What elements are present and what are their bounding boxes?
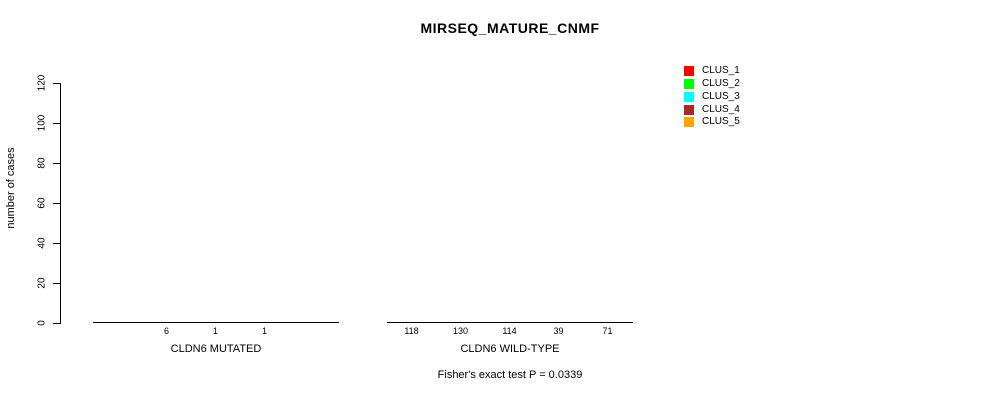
y-tick-mark [53,83,60,84]
y-tick-label: 120 [36,74,48,92]
bar-value-label: 1 [212,326,218,336]
legend-swatch-icon [684,66,694,77]
y-axis-label: number of cases [5,147,17,229]
y-tick-label: 20 [36,277,48,289]
group-baseline [387,322,633,323]
legend-label: CLUS_4 [702,103,740,115]
bar-value-label: 39 [553,326,564,336]
bar-value-label: 71 [602,326,613,336]
legend-label: CLUS_5 [702,116,740,128]
y-tick-label: 40 [36,237,48,249]
y-tick-mark [53,283,60,284]
y-tick-mark [53,243,60,244]
legend-label: CLUS_1 [702,65,740,77]
bar-value-label: 130 [452,326,469,336]
legend-label: CLUS_3 [702,90,740,102]
y-tick-mark [53,203,60,204]
y-tick-mark [53,323,60,324]
legend-item-clus_5: CLUS_5 [684,116,740,129]
y-tick-mark [53,123,60,124]
legend-item-clus_4: CLUS_4 [684,103,740,116]
y-tick-label: 80 [36,157,48,169]
group-label-cldn6-wild-type: CLDN6 WILD-TYPE [460,343,560,355]
group-baseline [93,322,339,323]
legend-swatch-icon [684,79,694,90]
bar-value-label: 114 [502,326,517,336]
legend-swatch-icon [684,104,694,115]
legend-item-clus_1: CLUS_1 [684,65,740,78]
legend-item-clus_3: CLUS_3 [684,91,740,104]
y-tick-mark [53,163,60,164]
chart-title: MIRSEQ_MATURE_CNMF [420,20,600,36]
legend-swatch-icon [684,91,694,102]
y-tick-label: 0 [36,320,48,326]
bar-value-label: 6 [163,326,169,336]
legend: CLUS_1 CLUS_2 CLUS_3 CLUS_4 CLUS_5 [684,65,740,129]
y-tick-label: 100 [36,114,48,132]
legend-swatch-icon [684,117,694,128]
group-label-cldn6-mutated: CLDN6 MUTATED [170,343,262,355]
y-tick-label: 60 [36,197,48,209]
y-axis-line [60,83,61,324]
bar-value-label: 118 [404,326,419,336]
legend-item-clus_2: CLUS_2 [684,78,740,91]
fisher-test-annotation: Fisher's exact test P = 0.0339 [437,369,583,381]
bar-value-label: 1 [261,326,267,336]
legend-label: CLUS_2 [702,78,740,90]
